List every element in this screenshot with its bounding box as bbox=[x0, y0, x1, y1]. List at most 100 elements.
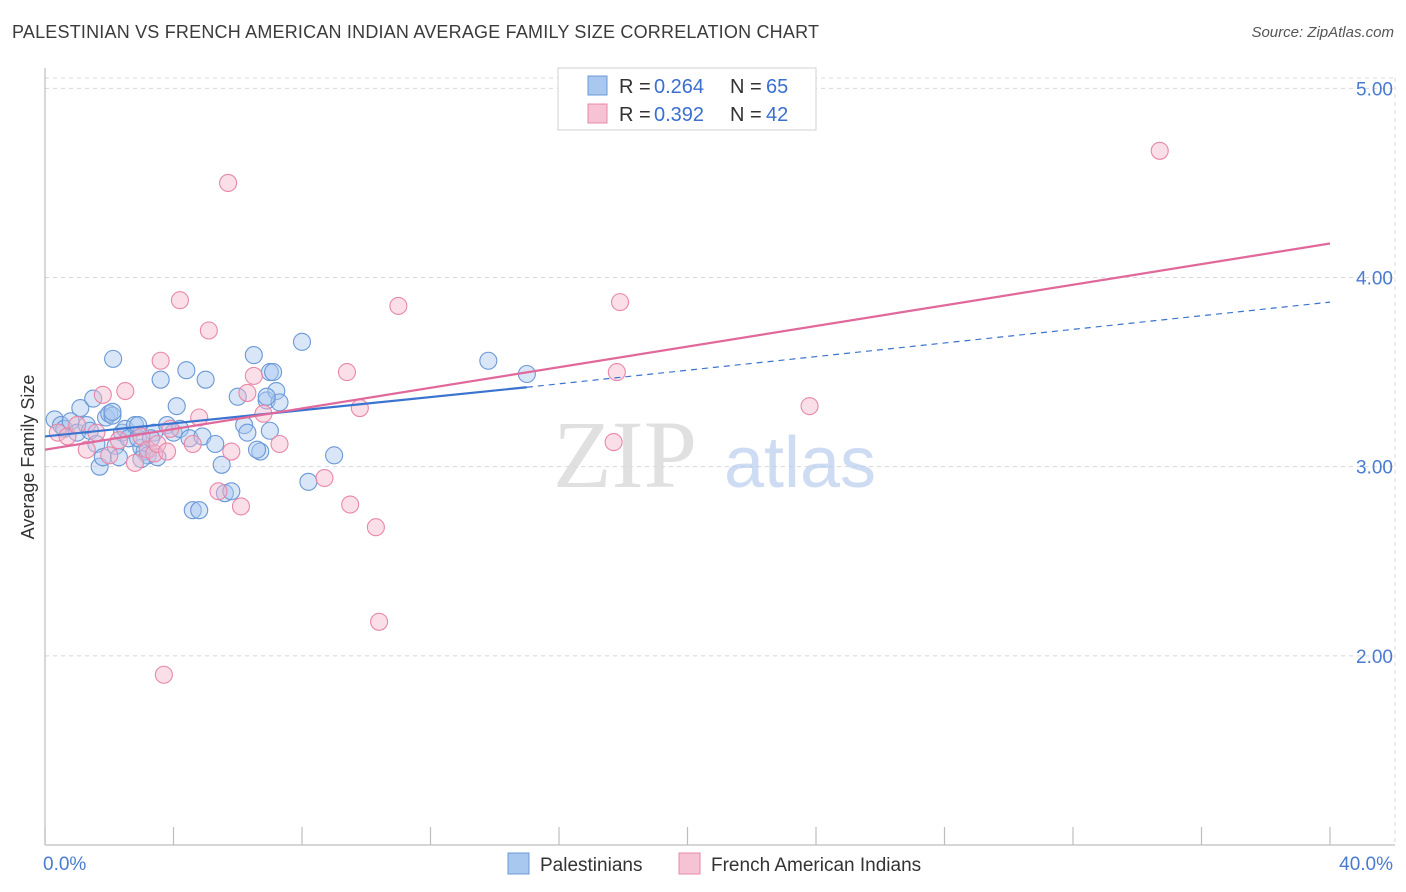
french-american-indians-point-26 bbox=[244, 366, 263, 385]
french-american-indians-point-34 bbox=[370, 612, 389, 631]
palestinians-point-49 bbox=[238, 423, 257, 442]
watermark-atlas: atlas bbox=[724, 423, 876, 503]
palestinians-point-50 bbox=[244, 346, 263, 365]
legend-r-label-1: R = bbox=[619, 76, 651, 98]
french-american-indians-point-21 bbox=[209, 482, 228, 501]
french-american-indians-point-29 bbox=[315, 468, 334, 488]
legend-n-label-2: N = bbox=[730, 104, 762, 126]
french-american-indians-point-0 bbox=[48, 423, 67, 442]
palestinians-point-8 bbox=[84, 389, 103, 408]
palestinians-point-11 bbox=[93, 448, 112, 467]
palestinians-point-6 bbox=[77, 416, 96, 435]
french-american-indians-point-28 bbox=[270, 434, 289, 454]
y-tick-label-3: 5.00 bbox=[1356, 79, 1393, 100]
palestinians-point-55 bbox=[267, 381, 286, 401]
french-american-indians-trend-line bbox=[44, 242, 1331, 451]
french-american-indians-point-41 bbox=[1150, 141, 1169, 160]
french-american-indians-point-32 bbox=[341, 495, 360, 514]
palestinians-point-13 bbox=[100, 404, 119, 423]
french-american-indians-points bbox=[48, 141, 1169, 684]
grid-lines bbox=[45, 77, 1396, 845]
palestinians-point-5 bbox=[71, 398, 90, 418]
french-american-indians-point-23 bbox=[222, 442, 241, 461]
trend-lines bbox=[44, 242, 1331, 451]
french-american-indians-point-7 bbox=[109, 431, 128, 450]
bottom-legend-swatch-pink bbox=[678, 852, 701, 875]
legend-r-value-1: 0.264 bbox=[654, 76, 704, 98]
palestinians-point-45 bbox=[215, 484, 234, 503]
palestinians-points bbox=[45, 332, 536, 520]
y-tick-label-0: 2.00 bbox=[1356, 647, 1393, 668]
x-tick-label-0: 0.0% bbox=[43, 854, 86, 875]
bottom-legend-palestinians: Palestinians bbox=[540, 855, 642, 876]
french-american-indians-point-35 bbox=[389, 296, 408, 315]
palestinians-point-62 bbox=[325, 446, 344, 465]
french-american-indians-point-15 bbox=[158, 442, 177, 461]
palestinians-point-60 bbox=[292, 332, 312, 351]
palestinians-point-35 bbox=[167, 397, 186, 416]
palestinians-point-43 bbox=[206, 434, 225, 454]
palestinians-point-14 bbox=[103, 406, 122, 425]
legend-swatch-blue bbox=[587, 75, 608, 96]
legend-swatch-pink bbox=[587, 103, 608, 124]
french-american-indians-point-5 bbox=[93, 385, 112, 404]
series-legend: Palestinians French American Indians bbox=[507, 852, 921, 876]
palestinians-point-27 bbox=[104, 349, 123, 368]
palestinians-point-40 bbox=[190, 501, 209, 520]
palestinians-point-39 bbox=[183, 501, 202, 520]
french-american-indians-point-9 bbox=[125, 453, 144, 472]
french-american-indians-point-31 bbox=[350, 398, 369, 418]
watermark: ZIP atlas bbox=[553, 401, 876, 508]
french-american-indians-point-25 bbox=[238, 383, 257, 402]
legend-r-label-2: R = bbox=[619, 104, 651, 126]
legend-n-value-2: 42 bbox=[766, 104, 788, 126]
palestinians-point-59 bbox=[247, 440, 267, 459]
axes bbox=[44, 68, 1395, 846]
palestinians-point-47 bbox=[228, 387, 247, 406]
french-american-indians-point-3 bbox=[77, 440, 96, 459]
french-american-indians-point-18 bbox=[183, 434, 202, 454]
palestinians-point-57 bbox=[257, 387, 276, 406]
legend-n-label-1: N = bbox=[730, 76, 762, 98]
palestinians-point-20 bbox=[103, 402, 122, 421]
correlation-legend: R = 0.264 N = 65 R = 0.392 N = 42 bbox=[557, 67, 817, 131]
french-american-indians-point-40 bbox=[800, 397, 819, 416]
bottom-legend-swatch-blue bbox=[507, 852, 530, 875]
french-american-indians-point-8 bbox=[116, 381, 135, 401]
y-tick-label-1: 3.00 bbox=[1356, 458, 1393, 479]
palestinians-point-42 bbox=[196, 370, 215, 389]
y-axis-label: Average Family Size bbox=[18, 375, 38, 540]
french-american-indians-point-13 bbox=[148, 434, 167, 454]
x-tick-labels: 0.0% 40.0% bbox=[43, 854, 1393, 875]
french-american-indians-point-2 bbox=[68, 416, 87, 435]
french-american-indians-point-37 bbox=[604, 433, 623, 452]
legend-r-value-2: 0.392 bbox=[654, 104, 704, 126]
french-american-indians-point-17 bbox=[170, 291, 189, 310]
palestinians-point-51 bbox=[251, 442, 270, 461]
y-tick-label-2: 4.00 bbox=[1356, 269, 1393, 290]
palestinians-point-63 bbox=[479, 351, 498, 370]
palestinians-point-61 bbox=[299, 472, 318, 491]
palestinians-point-58 bbox=[260, 421, 279, 440]
bottom-legend-french-american-indians: French American Indians bbox=[711, 855, 921, 876]
french-american-indians-point-20 bbox=[199, 321, 218, 340]
palestinians-point-37 bbox=[177, 361, 196, 380]
legend-n-value-1: 65 bbox=[766, 76, 788, 98]
watermark-zip: ZIP bbox=[553, 401, 697, 508]
palestinians-point-44 bbox=[212, 455, 231, 474]
palestinians-point-33 bbox=[151, 370, 170, 389]
x-tick-label-1: 40.0% bbox=[1339, 854, 1393, 875]
palestinians-point-54 bbox=[264, 363, 283, 382]
source-label: Source: ZipAtlas.com bbox=[1251, 24, 1394, 41]
french-american-indians-point-38 bbox=[607, 363, 626, 382]
french-american-indians-point-22 bbox=[219, 173, 238, 193]
french-american-indians-point-14 bbox=[151, 351, 170, 370]
french-american-indians-point-6 bbox=[100, 446, 119, 465]
palestinians-trend-extension bbox=[526, 301, 1331, 388]
chart-title: PALESTINIAN VS FRENCH AMERICAN INDIAN AV… bbox=[12, 22, 820, 42]
french-american-indians-point-36 bbox=[154, 665, 173, 684]
french-american-indians-point-30 bbox=[337, 363, 357, 382]
palestinians-point-46 bbox=[222, 482, 241, 501]
french-american-indians-point-33 bbox=[366, 518, 385, 537]
